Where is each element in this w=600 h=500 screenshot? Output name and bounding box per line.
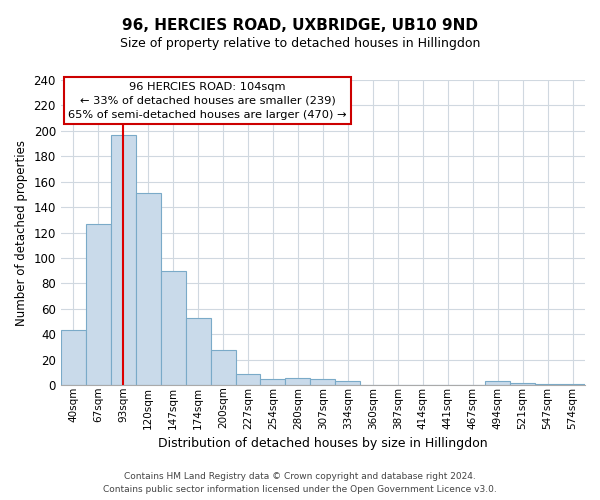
Bar: [236, 374, 260, 385]
Y-axis label: Number of detached properties: Number of detached properties: [15, 140, 28, 326]
Text: 96, HERCIES ROAD, UXBRIDGE, UB10 9ND: 96, HERCIES ROAD, UXBRIDGE, UB10 9ND: [122, 18, 478, 32]
Bar: [111, 134, 136, 385]
Bar: [61, 330, 86, 385]
Bar: [560, 384, 585, 385]
Bar: [260, 379, 286, 385]
Bar: [510, 382, 535, 385]
Bar: [310, 379, 335, 385]
Bar: [286, 378, 310, 385]
Bar: [335, 382, 361, 385]
Text: 96 HERCIES ROAD: 104sqm
← 33% of detached houses are smaller (239)
65% of semi-d: 96 HERCIES ROAD: 104sqm ← 33% of detache…: [68, 82, 347, 120]
Bar: [136, 193, 161, 385]
Bar: [161, 270, 185, 385]
Bar: [185, 318, 211, 385]
X-axis label: Distribution of detached houses by size in Hillingdon: Distribution of detached houses by size …: [158, 437, 488, 450]
Text: Size of property relative to detached houses in Hillingdon: Size of property relative to detached ho…: [120, 38, 480, 51]
Bar: [535, 384, 560, 385]
Text: Contains public sector information licensed under the Open Government Licence v3: Contains public sector information licen…: [103, 485, 497, 494]
Text: Contains HM Land Registry data © Crown copyright and database right 2024.: Contains HM Land Registry data © Crown c…: [124, 472, 476, 481]
Bar: [211, 350, 236, 385]
Bar: [485, 382, 510, 385]
Bar: [86, 224, 111, 385]
